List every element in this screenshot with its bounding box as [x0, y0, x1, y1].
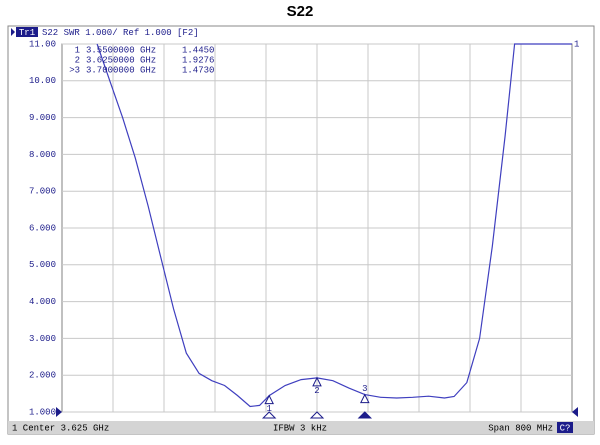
status-span: Span 800 MHz [488, 423, 553, 433]
status-channel: C? [560, 423, 571, 433]
trace-arrow [11, 28, 15, 36]
marker-triangle [312, 376, 322, 387]
marker-row-freq: 3.5500000 GHz [86, 45, 156, 55]
marker-row-id: >3 [69, 65, 80, 75]
y-tick-label: 6.000 [29, 223, 56, 233]
y-tick-label: 3.000 [29, 334, 56, 344]
trace-line [96, 43, 572, 408]
trace-badge [16, 27, 38, 37]
trace-number: 1 [574, 39, 579, 49]
marker-row-value: 1.9276 [182, 55, 214, 65]
status-ifbw: IFBW 3 kHz [273, 423, 327, 433]
marker-row-value: 1.4450 [182, 45, 214, 55]
header-text: S22 SWR 1.000/ Ref 1.000 [F2] [42, 28, 199, 38]
marker-bottom [309, 411, 325, 419]
marker-label: 1 [266, 404, 271, 414]
marker-triangle [360, 393, 370, 404]
trace-id: Tr1 [19, 28, 35, 38]
y-tick-label: 1.000 [29, 407, 56, 417]
y-tick-label: 8.000 [29, 150, 56, 160]
marker-row-freq: 3.6250000 GHz [86, 55, 156, 65]
marker-label: 3 [362, 384, 367, 394]
marker-row-id: 2 [75, 55, 80, 65]
panel [7, 25, 595, 435]
marker-bottom [357, 411, 373, 419]
marker-triangle [264, 394, 274, 405]
y-tick-label: 9.000 [29, 113, 56, 123]
status-center: 1 Center 3.625 GHz [12, 423, 109, 433]
marker-row-id: 1 [75, 45, 80, 55]
status-bar [8, 421, 594, 434]
y-tick-label: 5.000 [29, 260, 56, 270]
ref-arrow-left [56, 407, 62, 417]
chart-title: S22 [287, 3, 314, 20]
ref-arrow-right [572, 407, 578, 417]
y-tick-label: 2.000 [29, 371, 56, 381]
marker-label: 2 [314, 386, 319, 396]
y-tick-label: 11.00 [29, 39, 56, 49]
marker-row-freq: 3.7000000 GHz [86, 65, 156, 75]
y-tick-label: 4.000 [29, 297, 56, 307]
marker-row-value: 1.4730 [182, 65, 214, 75]
marker-bottom [261, 411, 277, 419]
y-tick-label: 7.000 [29, 187, 56, 197]
y-tick-label: 10.00 [29, 76, 56, 86]
channel-badge [557, 422, 573, 433]
